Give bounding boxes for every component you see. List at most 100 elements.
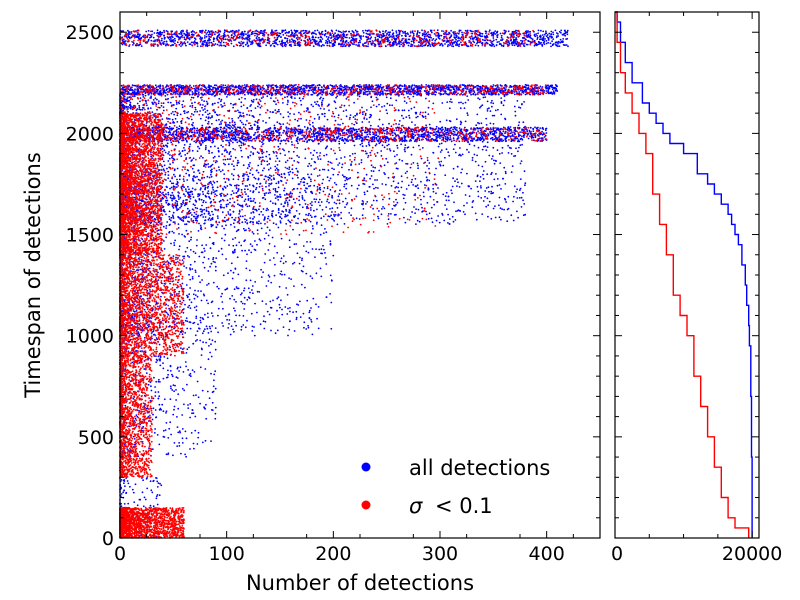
data-point (438, 34, 441, 37)
data-point (220, 88, 223, 91)
data-point (521, 135, 523, 138)
data-point (153, 32, 156, 34)
data-point (269, 127, 272, 130)
data-point (330, 29, 333, 32)
data-point (129, 33, 131, 36)
data-point (370, 36, 373, 39)
data-point (319, 140, 322, 143)
data-point (536, 34, 538, 37)
data-point (523, 136, 525, 139)
data-point (272, 42, 274, 45)
data-point (550, 30, 553, 33)
data-point (523, 45, 526, 47)
data-point (511, 30, 514, 33)
data-point (474, 36, 477, 39)
data-point (545, 90, 548, 92)
data-point (492, 37, 495, 39)
data-point (324, 32, 327, 35)
data-point (344, 45, 347, 48)
data-point (388, 34, 390, 37)
data-point (277, 132, 280, 134)
data-point (243, 30, 246, 33)
data-point (152, 36, 155, 39)
data-point (391, 29, 394, 32)
data-point (458, 31, 461, 33)
data-point (525, 32, 528, 35)
data-point (541, 127, 544, 130)
data-point (377, 135, 380, 138)
data-point (305, 85, 307, 88)
data-point (274, 30, 277, 32)
data-point (525, 43, 528, 46)
data-point (562, 34, 565, 36)
data-point (393, 129, 396, 132)
data-point (496, 36, 499, 39)
data-point (437, 36, 440, 38)
data-point (184, 34, 187, 37)
data-point (491, 93, 494, 96)
data-point (546, 34, 549, 36)
data-point (378, 36, 381, 39)
data-point (442, 93, 445, 96)
data-point (517, 45, 520, 47)
data-point (541, 34, 544, 36)
data-point (213, 44, 216, 46)
data-point (430, 30, 432, 32)
data-point (156, 31, 159, 34)
data-point (201, 37, 204, 39)
data-point (246, 38, 249, 41)
data-point (564, 44, 567, 46)
data-point (232, 45, 235, 48)
data-point (208, 93, 210, 96)
data-point (358, 93, 360, 95)
data-point (294, 134, 297, 137)
data-point (362, 44, 364, 47)
data-point (413, 87, 415, 90)
data-point (189, 37, 191, 39)
data-point (539, 85, 542, 88)
data-point (313, 92, 315, 94)
data-point (504, 140, 507, 143)
data-point (416, 32, 419, 35)
data-point (527, 39, 530, 42)
data-point (540, 29, 542, 32)
data-point (243, 84, 246, 86)
data-point (327, 38, 330, 40)
data-point (249, 41, 252, 43)
data-point (450, 140, 453, 143)
data-point (453, 34, 456, 36)
data-point (242, 87, 245, 89)
data-point (339, 87, 342, 90)
data-point (446, 136, 449, 139)
data-point (566, 29, 569, 32)
data-point (344, 30, 346, 33)
data-point (319, 84, 321, 87)
data-point (460, 41, 462, 44)
data-point (435, 137, 438, 140)
data-point (526, 130, 529, 133)
data-point (239, 85, 242, 88)
data-point (182, 30, 184, 33)
data-point (319, 36, 322, 38)
data-point (147, 39, 150, 42)
data-point (183, 36, 186, 39)
data-point (452, 31, 455, 34)
data-point (175, 90, 178, 93)
data-point (549, 42, 552, 45)
data-point (492, 84, 495, 86)
data-point (536, 38, 539, 40)
data-point (331, 92, 334, 95)
data-point (499, 32, 502, 35)
data-point (546, 87, 548, 90)
data-point (498, 88, 501, 91)
data-point (515, 38, 517, 40)
data-point (529, 31, 531, 33)
data-point (214, 43, 217, 45)
data-point (173, 37, 176, 40)
data-point (380, 86, 383, 89)
data-point (496, 31, 498, 34)
data-point (341, 85, 343, 88)
data-point (267, 39, 270, 42)
data-point (284, 37, 287, 40)
data-point (271, 29, 273, 32)
